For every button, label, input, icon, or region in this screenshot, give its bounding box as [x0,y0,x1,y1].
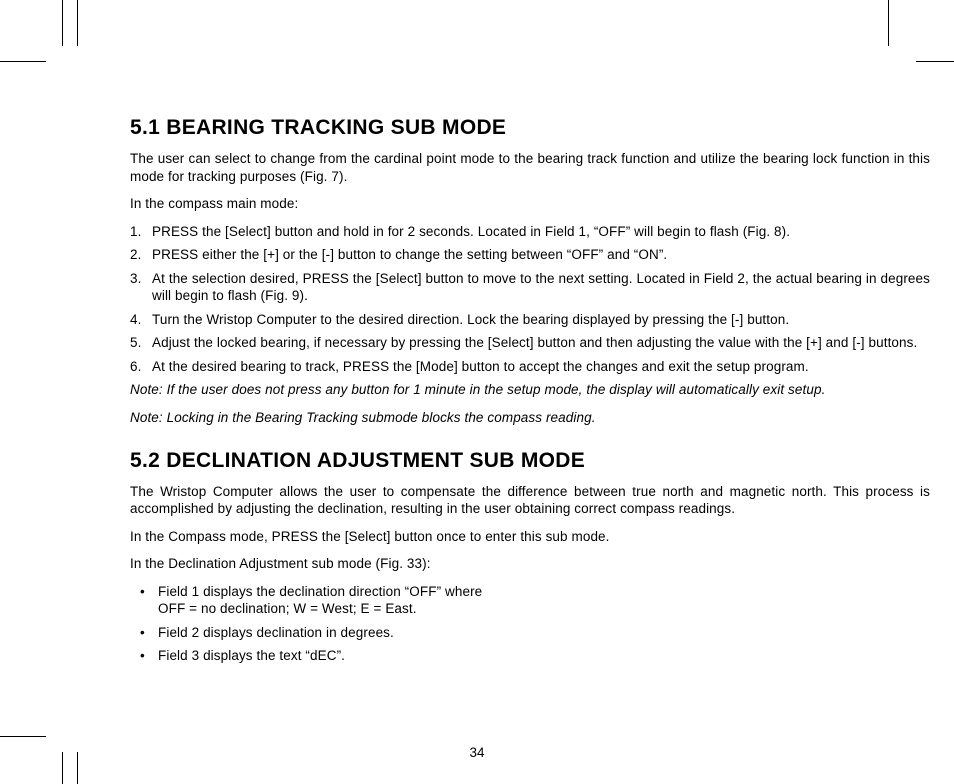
step-item: At the selection desired, PRESS the [Sel… [130,270,930,305]
crop-mark [916,61,954,62]
section-2-line-2: In the Compass mode, PRESS the [Select] … [130,528,930,546]
section-2-intro: The Wristop Computer allows the user to … [130,483,930,518]
section-2-line-3: In the Declination Adjustment sub mode (… [130,555,930,573]
crop-mark [77,0,78,46]
section-2-bullets: Field 1 displays the declination directi… [130,583,930,665]
section-1-heading: 5.1 BEARING TRACKING SUB MODE [130,116,930,140]
bullet-item: Field 2 displays declination in degrees. [130,624,930,642]
crop-mark [888,0,889,46]
crop-mark [62,0,63,46]
step-item: At the desired bearing to track, PRESS t… [130,358,930,376]
section-2-heading: 5.2 DECLINATION ADJUSTMENT SUB MODE [130,449,930,473]
page-number: 34 [0,745,954,760]
step-item: Adjust the locked bearing, if necessary … [130,334,930,352]
bullet-item: Field 3 displays the text “dEC”. [130,647,930,665]
section-1-note-1: Note: If the user does not press any but… [130,381,930,399]
bullet-item: Field 1 displays the declination directi… [130,583,930,618]
manual-page: 5.1 BEARING TRACKING SUB MODE The user c… [130,116,930,671]
crop-mark [0,61,46,62]
section-1-intro: The user can select to change from the c… [130,150,930,185]
step-item: PRESS either the [+] or the [-] button t… [130,246,930,264]
step-item: PRESS the [Select] button and hold in fo… [130,223,930,241]
step-item: Turn the Wristop Computer to the desired… [130,311,930,329]
crop-mark [0,736,46,737]
section-1-steps: PRESS the [Select] button and hold in fo… [130,223,930,376]
section-1-note-2: Note: Locking in the Bearing Tracking su… [130,409,930,427]
section-1-lead: In the compass main mode: [130,195,930,213]
